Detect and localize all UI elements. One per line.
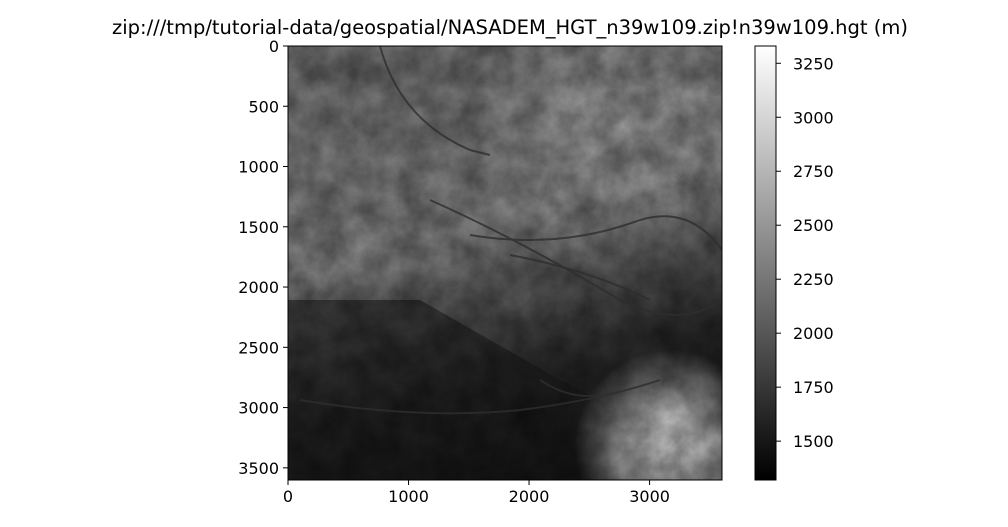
colorbar-gradient [754,45,777,481]
colorbar-tick-label: 3000 [793,108,834,127]
x-tick-label: 3000 [629,487,670,506]
chart-title: zip:///tmp/tutorial-data/geospatial/NASA… [112,16,908,39]
colorbar-ticks: 1500 1750 2000 2250 2500 2750 3000 3250 [776,54,834,451]
colorbar-tick-label: 2750 [793,162,834,181]
plot-frame [287,45,723,481]
y-tick-label: 0 [269,37,279,56]
dem-image [288,46,722,480]
drainage-channels [299,46,722,415]
colorbar-tick-label: 3250 [793,54,834,73]
x-tick-label: 1000 [388,487,429,506]
y-tick-label: 2000 [238,278,279,297]
colorbar-tick-label: 2000 [793,324,834,343]
colorbar-tick-label: 1750 [793,378,834,397]
y-tick-label: 500 [248,97,279,116]
colorbar-tick-label: 2500 [793,216,834,235]
y-tick-label: 1000 [238,158,279,177]
colorbar: 1500 1750 2000 2250 2500 2750 3000 3250 [754,45,834,481]
x-tick-label: 2000 [509,487,550,506]
x-tick-label: 0 [283,487,293,506]
colorbar-tick-label: 1500 [793,432,834,451]
x-axis: 0 1000 2000 3000 [283,480,670,506]
y-tick-label: 3500 [238,459,279,478]
y-tick-label: 3000 [238,399,279,418]
y-tick-label: 2500 [238,338,279,357]
y-axis: 0 500 1000 1500 2000 2500 3000 3500 [238,37,288,478]
y-tick-label: 1500 [238,218,279,237]
colorbar-tick-label: 2250 [793,270,834,289]
